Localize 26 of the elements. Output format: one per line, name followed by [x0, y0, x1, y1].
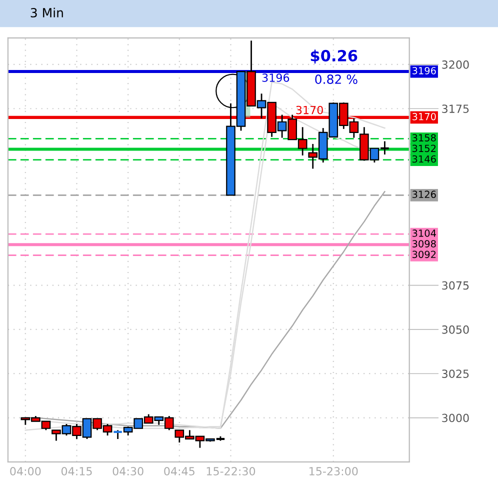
chart-title: 3 Min	[30, 8, 63, 18]
x-tick-label: 04:30	[112, 467, 144, 476]
annotation: 0.82 %	[315, 74, 358, 84]
x-tick-label: 15-23:00	[310, 467, 358, 476]
x-tick-label: 04:00	[10, 467, 41, 476]
y-tick-label: 3000	[442, 414, 469, 422]
ref-line-label: 3196	[412, 66, 436, 74]
ref-line-label: 3158	[412, 134, 436, 142]
annotation: 3170	[296, 106, 323, 114]
ref-line-label: 3126	[412, 190, 436, 198]
annotation: $0.26	[310, 50, 358, 64]
y-tick-label: 3050	[442, 325, 469, 334]
ref-line-label: 3146	[412, 155, 436, 163]
x-tick-label: 15-22:30	[206, 467, 256, 476]
ref-line-label: 3092	[412, 250, 436, 258]
y-tick-label: 3075	[442, 281, 469, 290]
annotation: 3196	[262, 73, 290, 82]
y-tick-label: 3175	[442, 104, 469, 114]
ref-line-label: 3104	[412, 230, 436, 237]
ref-line-label: 3152	[412, 144, 436, 152]
ref-line-label: 3098	[412, 240, 436, 248]
y-tick-label: 3025	[442, 370, 469, 378]
ref-line-label: 3170	[412, 112, 436, 120]
y-tick-label: 3200	[442, 60, 469, 69]
x-tick-label: 04:15	[61, 467, 92, 476]
x-tick-label: 04:45	[164, 467, 194, 476]
